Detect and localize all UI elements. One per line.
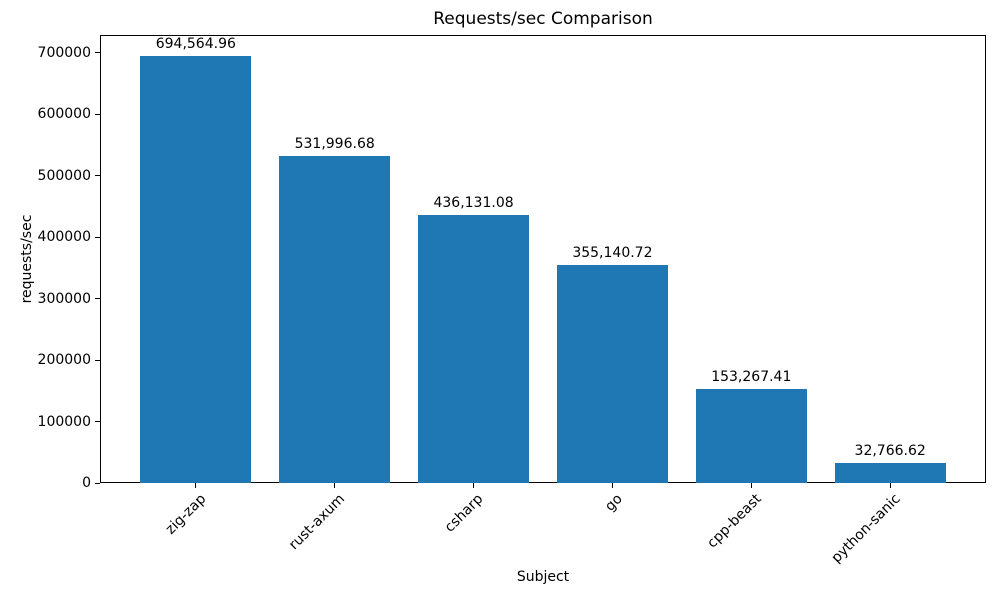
y-tick-label: 600000: [37, 106, 91, 123]
y-tick-label: 400000: [37, 229, 91, 246]
plot-area: [100, 35, 986, 483]
x-tick-mark: [195, 483, 197, 488]
x-tick-label: csharp: [442, 491, 487, 536]
x-tick-label: python-sanic: [828, 491, 904, 567]
x-tick-mark: [334, 483, 336, 488]
y-axis-label: requests/sec: [19, 214, 35, 304]
x-tick-mark: [611, 483, 613, 488]
x-tick-label: rust-axum: [285, 491, 349, 554]
y-tick-label: 300000: [37, 290, 91, 307]
y-tick-label: 100000: [37, 413, 91, 430]
x-axis-label: Subject: [516, 569, 570, 585]
x-tick-label: cpp-beast: [704, 491, 765, 552]
y-tick-label: 700000: [37, 44, 91, 61]
x-tick-mark: [473, 483, 475, 488]
y-tick-label: 0: [82, 475, 91, 491]
x-tick-mark: [889, 483, 891, 488]
y-tick-label: 200000: [37, 352, 91, 369]
x-tick-mark: [750, 483, 752, 488]
x-tick-label: go: [602, 491, 626, 515]
x-tick-label: zig-zap: [162, 491, 210, 538]
y-tick-label: 500000: [37, 167, 91, 184]
chart-title: Requests/sec Comparison: [433, 9, 653, 29]
